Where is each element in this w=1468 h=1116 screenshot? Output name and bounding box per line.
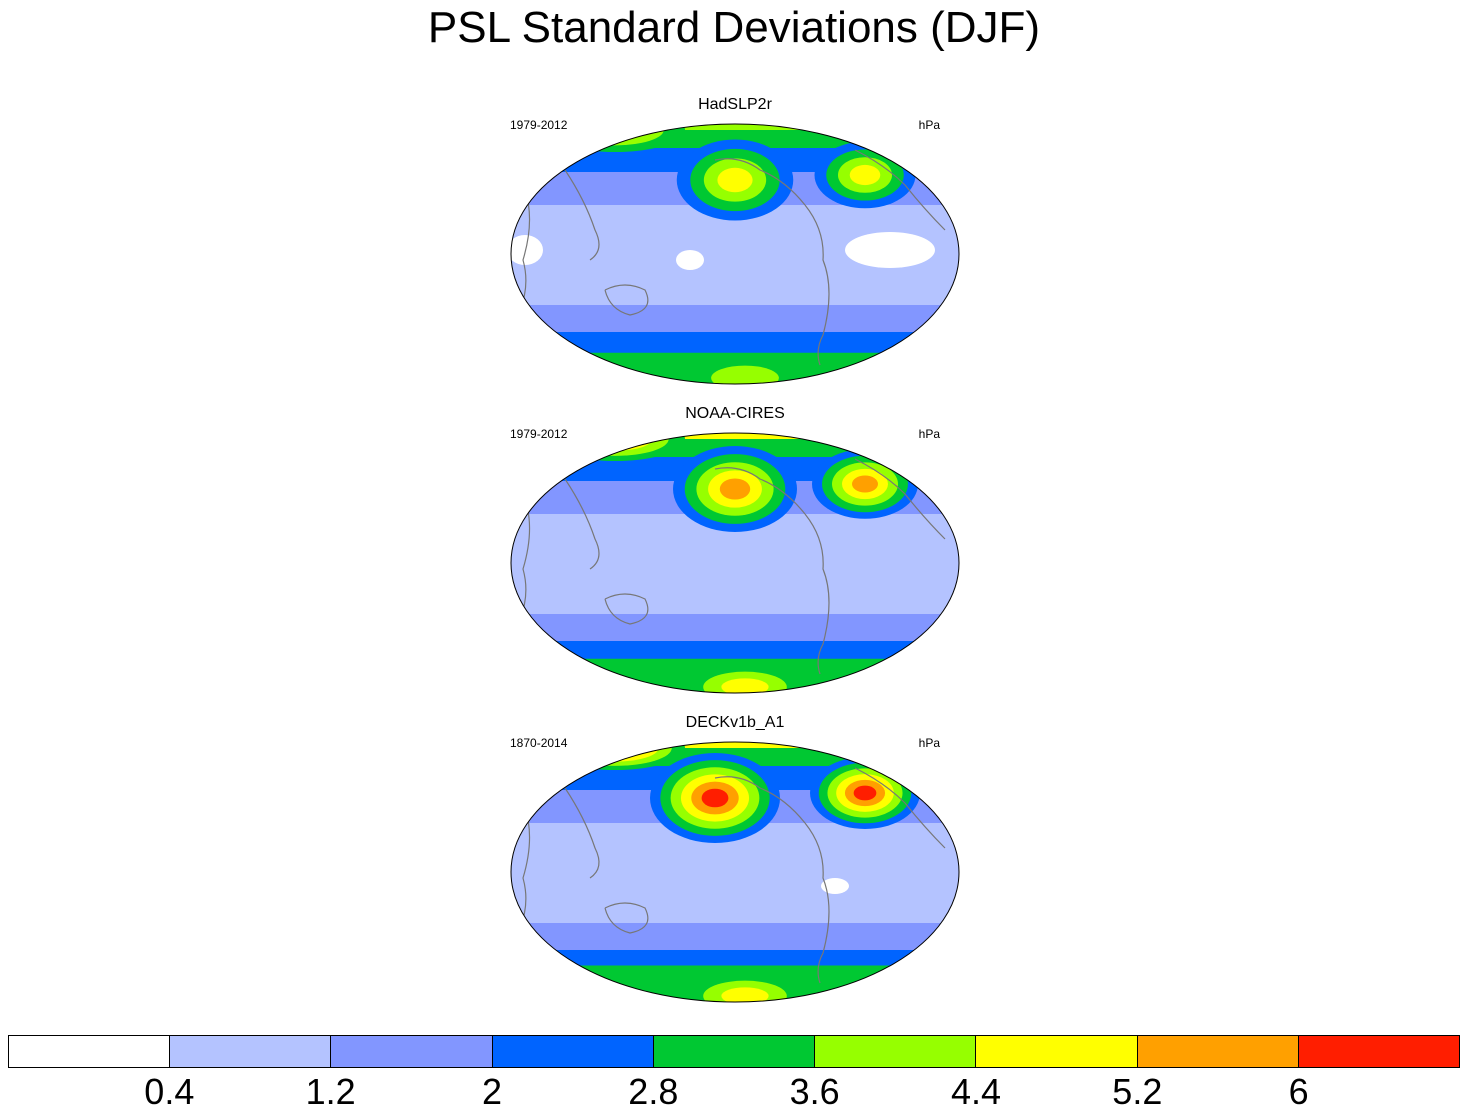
colorbar-label: 2.8	[628, 1071, 679, 1112]
coastline	[804, 204, 830, 366]
low-variability-patch	[845, 232, 935, 268]
robinson-map	[510, 432, 960, 694]
coastline	[564, 478, 600, 570]
main-title: PSL Standard Deviations (DJF)	[427, 3, 1041, 52]
coastline	[804, 822, 830, 984]
colorbar-box	[9, 1036, 171, 1067]
coastline	[519, 189, 531, 311]
low-variability-patch	[511, 235, 543, 265]
map-panel-deckv1b-a1: DECKv1b_A1 1870-2014 hPa	[505, 714, 965, 1014]
coastline	[854, 458, 946, 540]
panel-period: 1979-2012	[510, 427, 568, 441]
coastlines	[519, 458, 946, 675]
icelandic-low-center	[853, 785, 877, 801]
colorbar-box	[1298, 1036, 1459, 1067]
panel-period: 1979-2012	[510, 118, 568, 132]
colorbar-box	[170, 1036, 332, 1067]
colorbar-box	[492, 1036, 654, 1067]
coastlines	[519, 149, 946, 366]
coastline	[519, 498, 531, 620]
coastline	[604, 902, 649, 934]
map-border	[510, 741, 960, 1003]
robinson-map	[510, 123, 960, 385]
colorbar-label: 2	[481, 1071, 503, 1112]
colorbar-label: 5.2	[1112, 1071, 1163, 1112]
arctic-center	[597, 742, 633, 754]
southern-ocean-center	[711, 365, 779, 384]
coastline	[714, 467, 806, 515]
colorbar-label: 0.4	[144, 1071, 195, 1112]
north-band	[511, 742, 959, 748]
colorbar-box	[1137, 1036, 1299, 1067]
coastline	[714, 776, 806, 824]
icelandic-low-center	[849, 164, 881, 186]
colorbar-label: 6	[1288, 1071, 1309, 1112]
southern-ocean-center	[721, 678, 769, 693]
southern-ocean-center	[721, 987, 769, 1002]
north-band	[511, 433, 959, 439]
map-border	[510, 123, 960, 385]
low-variability-patch	[676, 250, 704, 270]
map-panel-noaa-cires: NOAA-CIRES 1979-2012 hPa	[505, 405, 965, 705]
arctic-center	[561, 433, 669, 456]
coastline	[854, 149, 946, 231]
panel-units: hPa	[918, 427, 940, 441]
arctic-center	[587, 124, 643, 139]
coastline	[804, 513, 830, 675]
panel-units: hPa	[918, 736, 940, 750]
panel-title: DECKv1b_A1	[685, 714, 785, 731]
colorbar-label: 1.2	[305, 1071, 356, 1112]
colorbar	[8, 1035, 1460, 1068]
north-band	[511, 124, 959, 130]
colorbar-label: 3.6	[789, 1071, 840, 1112]
arctic-center	[593, 433, 637, 446]
map-border	[510, 432, 960, 694]
coastline	[604, 284, 649, 316]
arctic-center	[584, 742, 646, 758]
map-panel-hadslp2r: HadSLP2r 1979-2012 hPa	[505, 96, 965, 396]
colorbar-label: 4.4	[950, 1071, 1002, 1112]
panel-title: HadSLP2r	[698, 96, 772, 113]
colorbar-box	[653, 1036, 816, 1067]
aleutian-low-center	[719, 478, 751, 500]
low-variability-patch	[821, 878, 849, 894]
arctic-center	[571, 742, 659, 762]
coastline	[564, 169, 600, 261]
coastline	[604, 593, 649, 625]
coastline	[519, 807, 531, 929]
aleutian-low-center	[701, 788, 729, 808]
panel-units: hPa	[918, 118, 940, 132]
arctic-center	[566, 124, 664, 146]
colorbar-box	[331, 1036, 493, 1067]
icelandic-low-center	[852, 475, 878, 493]
panel-period: 1870-2014	[510, 736, 568, 750]
arctic-center	[558, 742, 672, 766]
colorbar-box	[976, 1036, 1138, 1067]
robinson-map	[510, 741, 960, 1003]
colorbar-box	[815, 1036, 977, 1067]
coastline	[854, 767, 946, 849]
coastline	[564, 787, 600, 879]
panel-title: NOAA-CIRES	[685, 405, 785, 422]
arctic-center	[577, 433, 653, 451]
coastline	[714, 158, 806, 206]
coastlines	[519, 767, 946, 984]
aleutian-low-center	[717, 167, 753, 193]
